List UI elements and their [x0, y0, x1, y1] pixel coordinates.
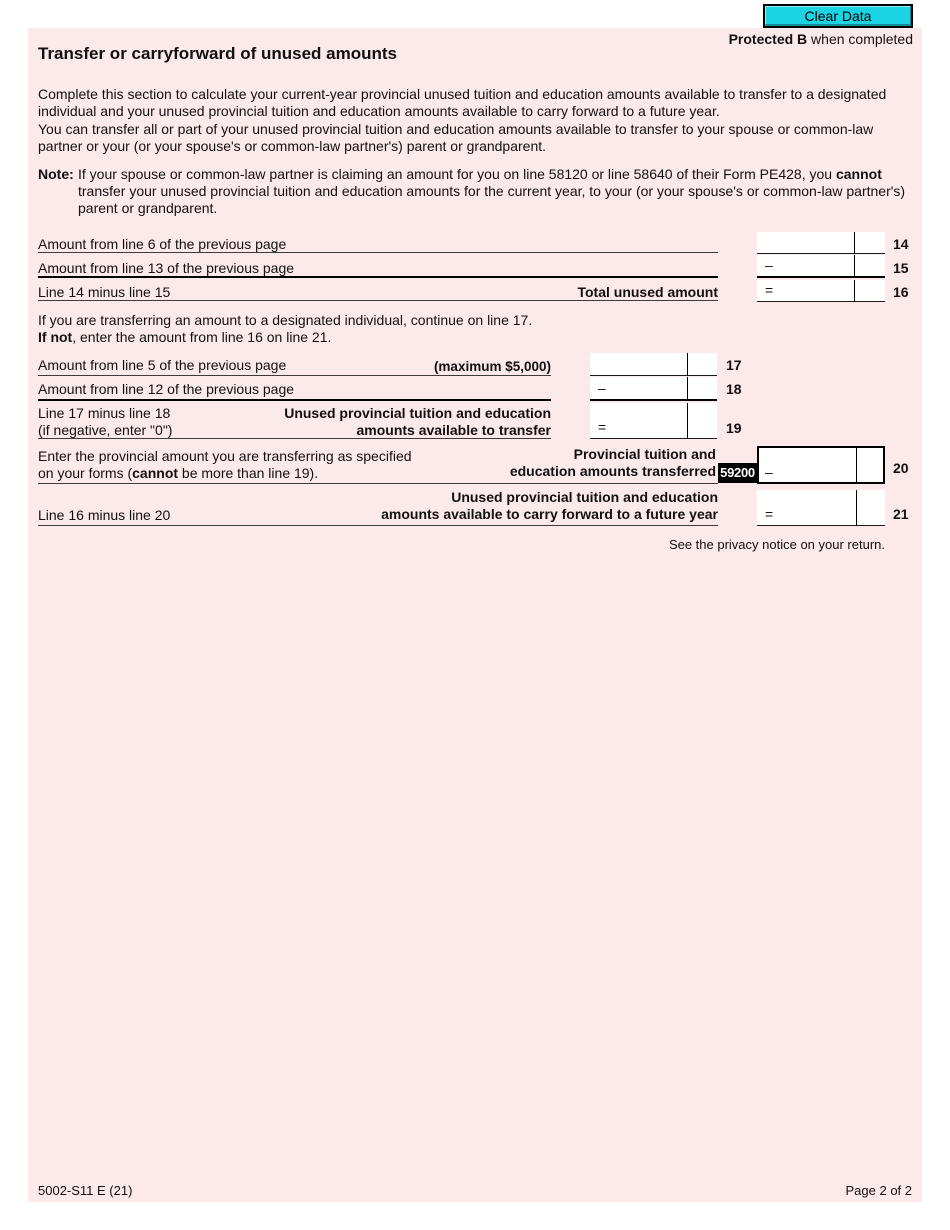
cents-divider [687, 403, 688, 438]
instruction-line-2: If not, enter the amount from line 16 on… [38, 329, 331, 346]
minus-sign: – [765, 257, 773, 273]
instruction-line-1: If you are transferring an amount to a d… [38, 312, 533, 328]
row-17-bold-label: (maximum $5,000) [433, 359, 551, 374]
cents-divider [687, 353, 688, 375]
line-16-amount-field[interactable]: = [757, 280, 885, 302]
row-20-label-line2: on your forms (cannot be more than line … [38, 465, 318, 482]
row-19-rule [38, 438, 551, 439]
line-19-number: 19 [726, 420, 742, 436]
intro-paragraph-1: Complete this section to calculate your … [38, 86, 887, 119]
line-17-amount-field[interactable] [590, 353, 717, 376]
line-20-number: 20 [893, 460, 909, 476]
cents-divider [854, 255, 855, 276]
line-15-amount-field[interactable]: – [757, 255, 885, 278]
note-text-pre: If your spouse or common-law partner is … [78, 166, 836, 182]
note-text-bold: cannot [835, 166, 882, 182]
row-20-label-line1: Enter the provincial amount you are tran… [38, 448, 412, 464]
protected-b-bold: Protected B [728, 31, 808, 47]
protected-b-rest: when completed [807, 31, 913, 47]
row-21-label: Line 16 minus line 20 [38, 507, 171, 523]
row-17-label: Amount from line 5 of the previous page [38, 357, 287, 373]
row-15-rule [38, 276, 718, 278]
minus-sign: – [765, 464, 773, 480]
line-14-number: 14 [893, 236, 909, 252]
row-20-label-cannot-bold: cannot [132, 465, 179, 481]
row-17-rule [38, 375, 551, 376]
line-21-amount-field[interactable]: = [757, 490, 885, 526]
row-20-bold-line1: Provincial tuition and [573, 446, 716, 462]
line-21-number: 21 [893, 506, 909, 522]
cents-divider [687, 377, 688, 399]
protected-b-label: Protected B when completed [500, 31, 913, 48]
row-20-label-line2-post: be more than line 19). [178, 465, 319, 481]
line-20-amount-field[interactable]: – [757, 446, 885, 484]
clear-data-button[interactable]: Clear Data [763, 4, 913, 28]
line-16-number: 16 [893, 284, 909, 300]
line-15-number: 15 [893, 260, 909, 276]
row-16-bold-label: Total unused amount [577, 284, 718, 300]
line-17-number: 17 [726, 357, 742, 373]
form-page [28, 28, 922, 1202]
row-19-label-line2: (if negative, enter "0") [38, 422, 173, 438]
row-16-rule [38, 300, 718, 301]
row-15-label: Amount from line 13 of the previous page [38, 260, 295, 276]
row-18-rule [38, 399, 551, 401]
intro-paragraph-2: You can transfer all or part of your unu… [38, 121, 874, 154]
page-title: Transfer or carryforward of unused amoun… [38, 44, 397, 63]
equals-sign: = [765, 282, 774, 298]
field-code-59200: 59200 [718, 463, 757, 483]
privacy-notice: See the privacy notice on your return. [668, 537, 885, 552]
instruction-line-2-rest: , enter the amount from line 16 on line … [72, 329, 332, 345]
cents-divider [854, 232, 855, 253]
row-18-label: Amount from line 12 of the previous page [38, 381, 295, 397]
row-19-bold-line2: amounts available to transfer [356, 422, 551, 438]
line-18-number: 18 [726, 381, 742, 397]
row-21-bold-line2: amounts available to carry forward to a … [381, 506, 718, 522]
line-19-amount-field[interactable]: = [590, 403, 717, 439]
cents-divider [856, 448, 857, 482]
row-21-rule [38, 525, 718, 526]
cents-divider [854, 280, 855, 301]
row-19-bold-line1: Unused provincial tuition and education [284, 405, 551, 421]
line-14-amount-field[interactable] [757, 232, 885, 254]
equals-sign: = [765, 506, 774, 522]
equals-sign: = [598, 419, 607, 435]
minus-sign: – [598, 380, 606, 396]
footer-form-code: 5002-S11 E (21) [38, 1183, 133, 1198]
row-21-bold-line1: Unused provincial tuition and education [451, 489, 718, 505]
note-label: Note: [38, 166, 74, 182]
row-19-label-line1: Line 17 minus line 18 [38, 405, 171, 421]
row-20-rule [38, 483, 718, 484]
row-20-bold-line2: education amounts transferred [509, 463, 716, 479]
instruction-if-not-bold: If not [38, 329, 73, 345]
footer-page-info: Page 2 of 2 [845, 1183, 913, 1198]
row-16-label: Line 14 minus line 15 [38, 284, 171, 300]
row-14-label: Amount from line 6 of the previous page [38, 236, 287, 252]
line-18-amount-field[interactable]: – [590, 377, 717, 401]
row-20-label-line2-pre: on your forms ( [38, 465, 133, 481]
note-block: Note: If your spouse or common-law partn… [38, 166, 910, 217]
row-14-rule [38, 252, 718, 253]
cents-divider [856, 490, 857, 525]
note-text-post: transfer your unused provincial tuition … [78, 183, 906, 216]
